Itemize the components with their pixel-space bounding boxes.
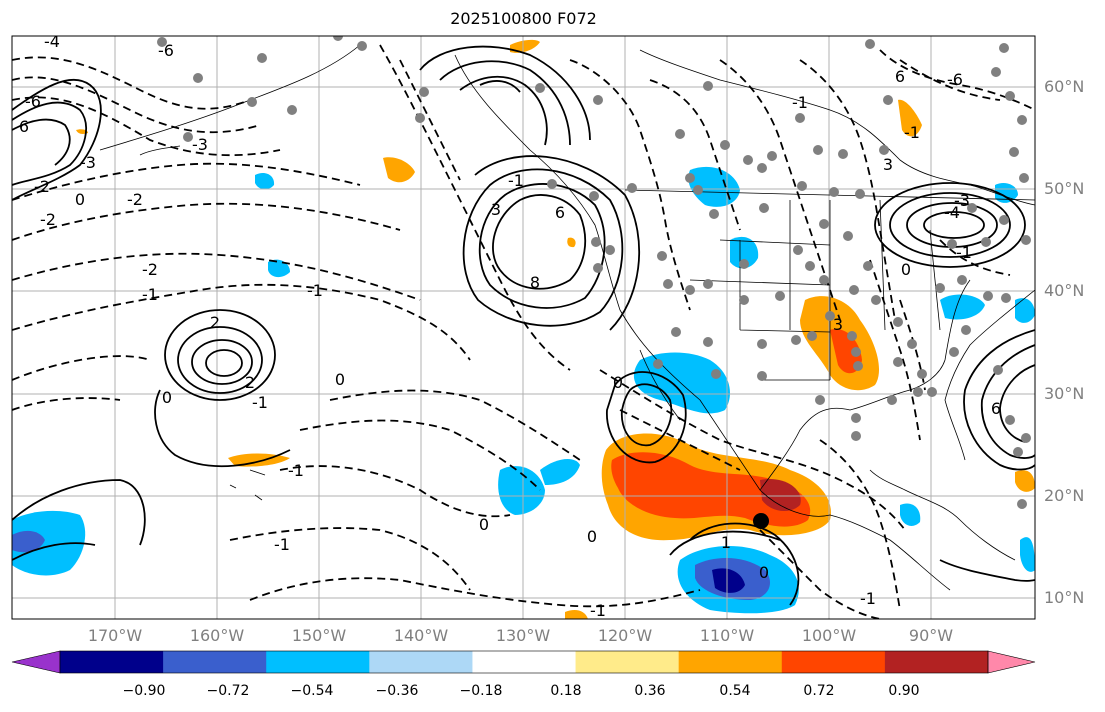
colorbar-tick-label: 0.72 <box>803 683 835 699</box>
colorbar-segment <box>472 651 577 673</box>
contour-label: 0 <box>901 260 911 279</box>
contour-label: 0 <box>613 373 623 392</box>
colorbar-segment <box>678 651 783 673</box>
colorbar-segment <box>575 651 680 673</box>
lon-label: 120°W <box>597 626 653 645</box>
contour-label: 6 <box>555 203 565 222</box>
contour-label: -1 <box>142 285 158 304</box>
contour-label: 6 <box>991 399 1001 418</box>
lon-label: 100°W <box>801 626 857 645</box>
contour-label: -4 <box>44 32 60 51</box>
contour-label: 2 <box>210 313 220 332</box>
contour-label: 0 <box>479 515 489 534</box>
colorbar-segment <box>781 651 886 673</box>
contour-label: -1 <box>288 461 304 480</box>
lat-label: 20°N <box>1044 486 1085 505</box>
colorbar-segment <box>163 651 267 673</box>
lon-label: 90°W <box>908 626 954 645</box>
contour-label: -2 <box>40 210 56 229</box>
colorbar-tick-label: −0.36 <box>375 683 419 699</box>
lon-label: 140°W <box>393 626 449 645</box>
colorbar <box>11 650 1036 674</box>
lon-label: 170°W <box>87 626 143 645</box>
contour-label: 0 <box>162 388 172 407</box>
contour-label-layer: -4 -6 -6 -3 -3 -2 -2 0 -2 6 -1 -2 -1 2 2… <box>19 32 1001 620</box>
lon-label: 150°W <box>291 626 347 645</box>
contour-label: 3 <box>883 155 893 174</box>
contour-label: -1 <box>904 123 920 142</box>
contour-label: -1 <box>307 281 323 300</box>
station-dots <box>157 36 1031 509</box>
colorbar-extend-max <box>987 650 1036 674</box>
colorbar-tick-label: 0.54 <box>719 683 751 699</box>
map-frame <box>11 35 1036 620</box>
graticule <box>12 36 1035 619</box>
colorbar-segment <box>369 651 473 673</box>
location-marker <box>753 513 769 529</box>
contour-label: 3 <box>491 200 501 219</box>
contour-label: -1 <box>252 393 268 412</box>
colorbar-tick-label: −0.72 <box>206 683 250 699</box>
colorbar-tick-label: 0.18 <box>550 683 582 699</box>
colorbar-frame <box>59 650 989 674</box>
colorbar-segment <box>884 651 989 673</box>
colorbar-extend-min <box>11 650 61 674</box>
contour-label: 0 <box>587 527 597 546</box>
contour-label: 6 <box>895 67 905 86</box>
contour-label: -1 <box>792 93 808 112</box>
lon-label: 110°W <box>699 626 755 645</box>
contour-label: -6 <box>947 70 963 89</box>
colorbar-tick-label: −0.54 <box>290 683 334 699</box>
contour-label: -1 <box>860 589 876 608</box>
contour-label: -2 <box>34 177 50 196</box>
contour-label: -3 <box>954 191 970 210</box>
contour-label: 0 <box>335 370 345 389</box>
contour-label: -2 <box>127 190 143 209</box>
coastlines <box>99 44 1035 591</box>
contour-label: 2 <box>245 373 255 392</box>
contour-label: -1 <box>590 601 606 620</box>
lon-label: 160°W <box>189 626 245 645</box>
contour-label: -1 <box>956 243 972 262</box>
contour-label: -4 <box>944 203 960 222</box>
contour-label: 0 <box>75 190 85 209</box>
colorbar-tick-label: 0.90 <box>888 683 920 699</box>
colorbar-tick-label: −0.90 <box>122 683 166 699</box>
contour-label: -6 <box>158 41 174 60</box>
contour-label: 0 <box>759 563 769 582</box>
colorbar-tick-label: 0.36 <box>634 683 666 699</box>
contour-label: -1 <box>274 535 290 554</box>
contour-label: -3 <box>80 153 96 172</box>
lat-label: 60°N <box>1044 77 1085 96</box>
map-title: 2025100800 F072 <box>450 9 597 28</box>
colorbar-segment <box>60 651 164 673</box>
lat-label: 50°N <box>1044 179 1085 198</box>
contour-label: -1 <box>508 171 524 190</box>
contour-label: -2 <box>142 260 158 279</box>
contour-label: -6 <box>25 92 41 111</box>
colorbar-tick-label: −0.18 <box>459 683 503 699</box>
lat-label: 30°N <box>1044 384 1085 403</box>
lat-label: 10°N <box>1044 588 1085 607</box>
contour-label: 6 <box>19 117 29 136</box>
contour-label: 8 <box>530 273 540 292</box>
lon-label: 130°W <box>495 626 551 645</box>
lat-label: 40°N <box>1044 281 1085 300</box>
contour-label: 1 <box>721 533 731 552</box>
colorbar-segment <box>266 651 370 673</box>
contour-label: -3 <box>192 135 208 154</box>
contour-label: 3 <box>833 315 843 334</box>
